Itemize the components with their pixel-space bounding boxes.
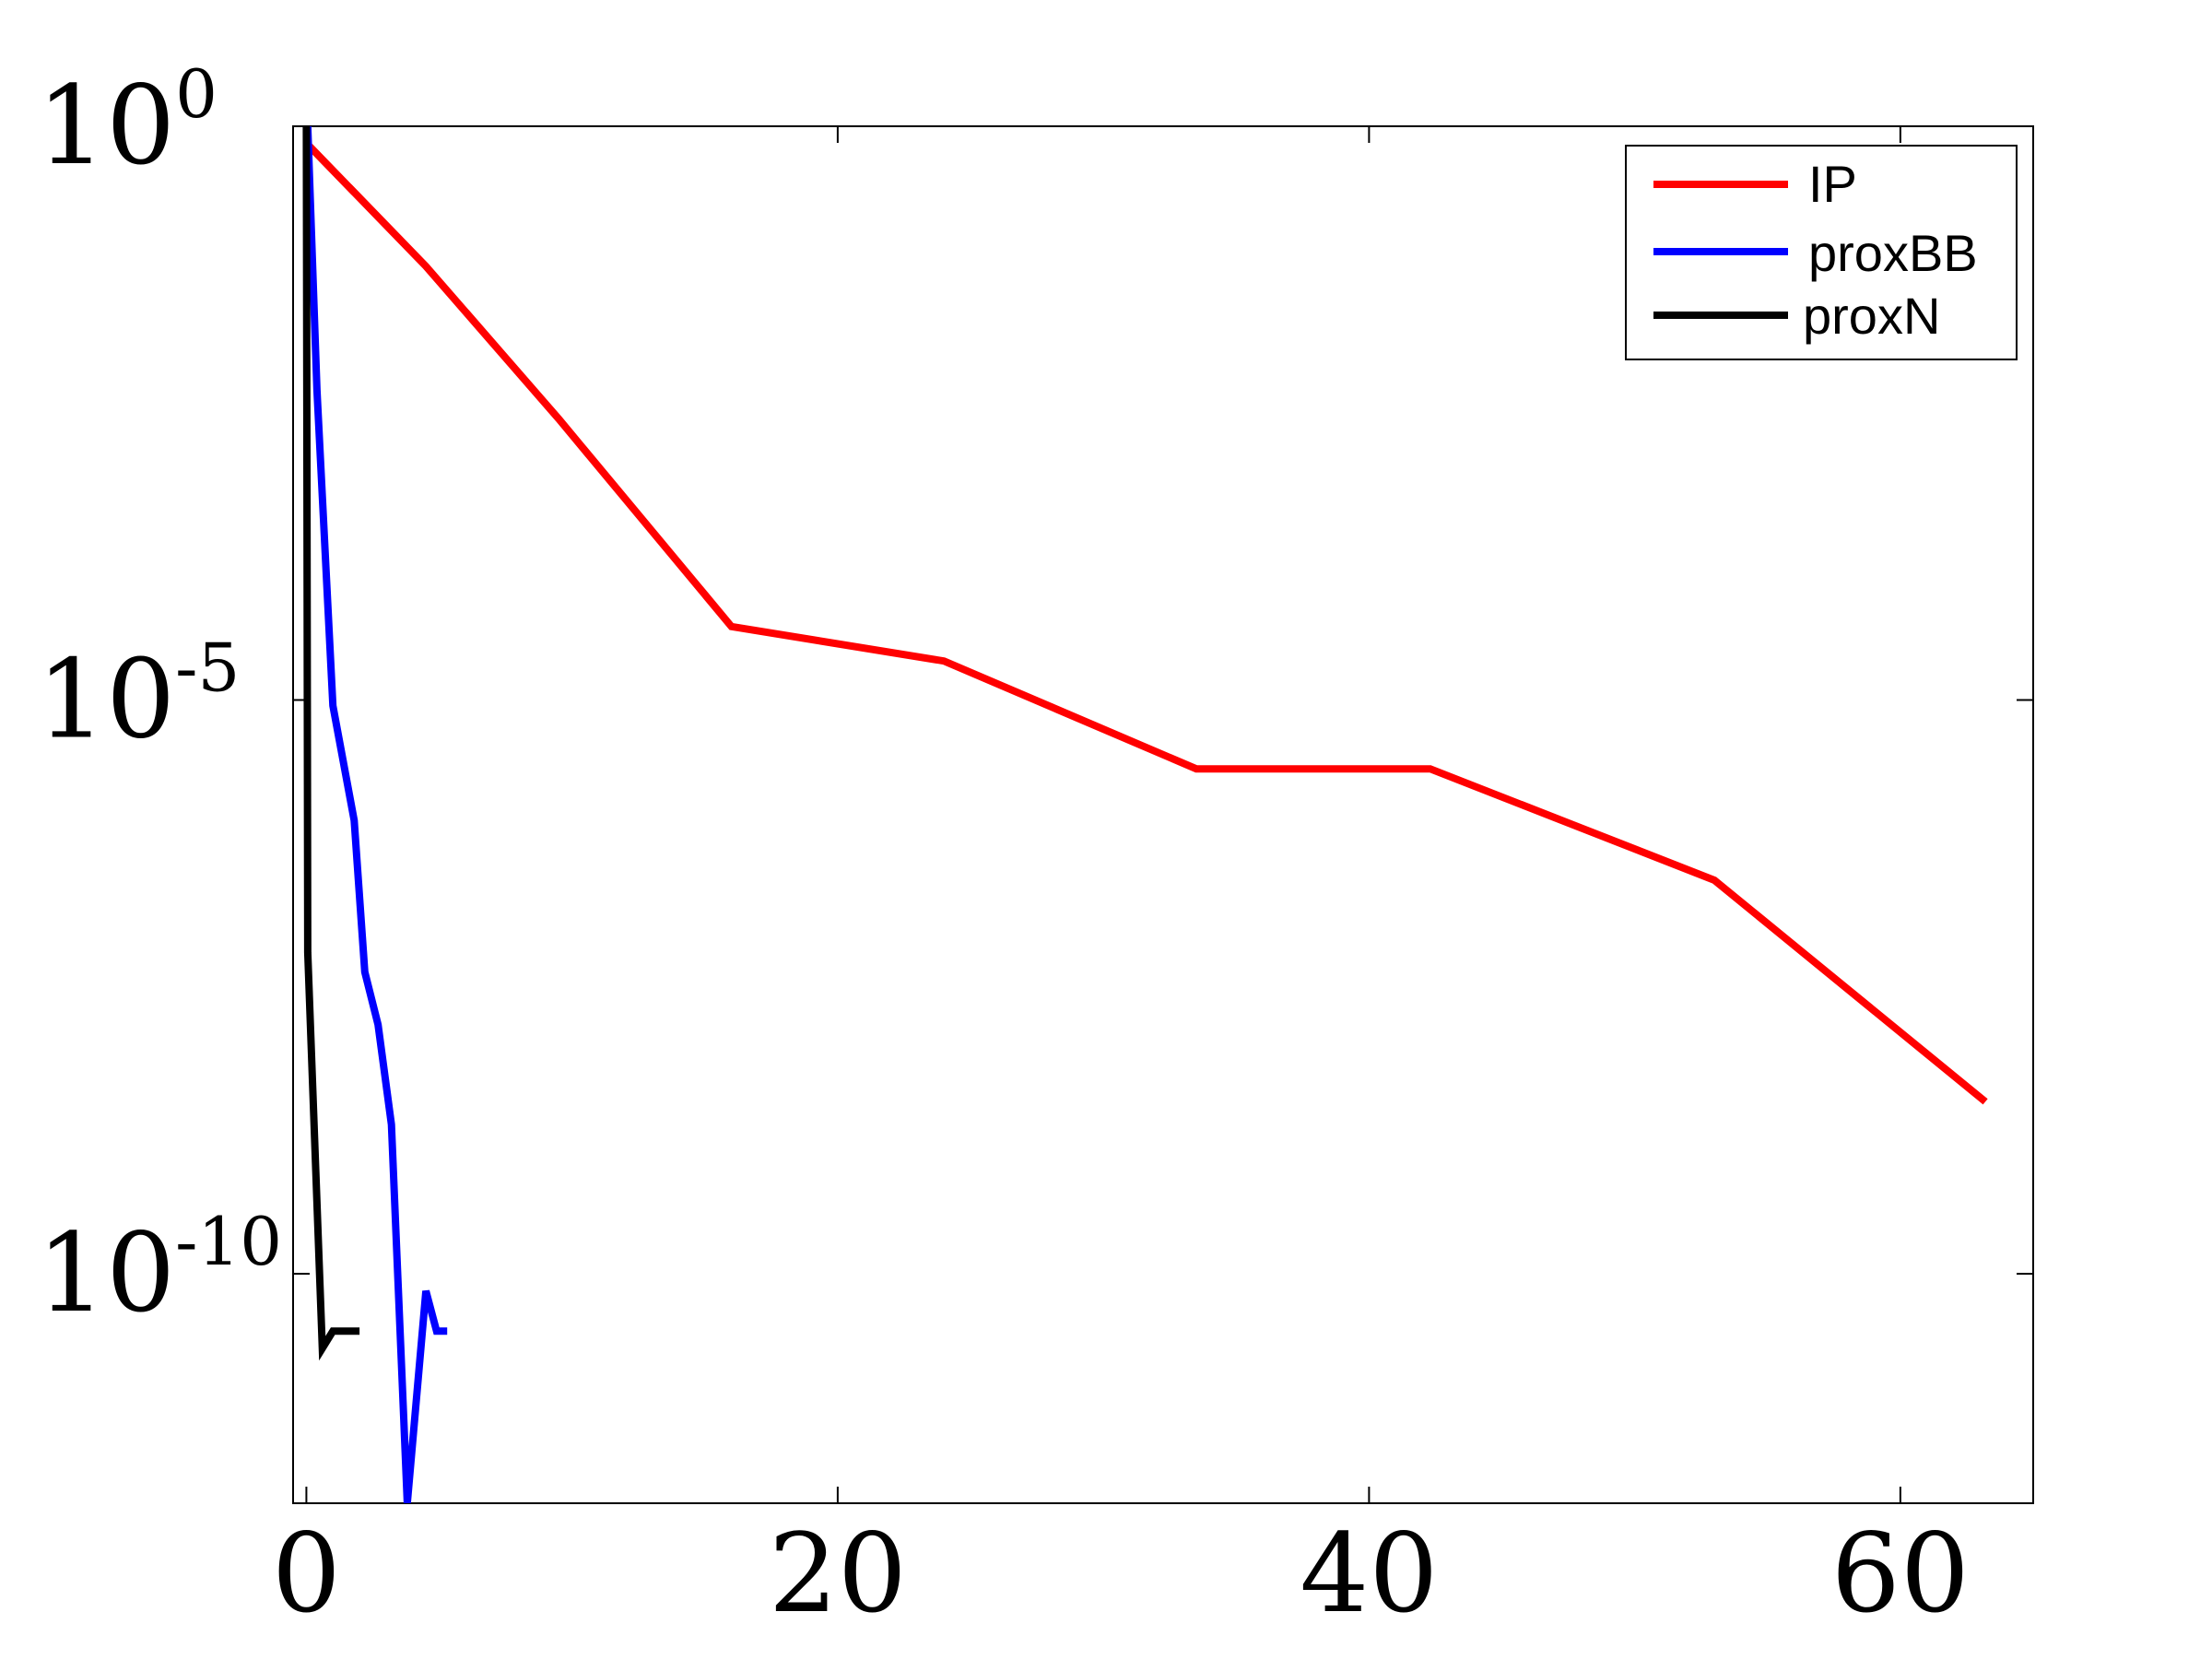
x-tick-label: 20: [769, 1510, 907, 1637]
tick-labels: 0 20 40 60 100 10-5 10-10: [37, 55, 1970, 1637]
series-line-proxbb: [303, 126, 448, 1503]
y-tick-label: 10-10: [37, 1203, 282, 1336]
legend-label-proxbb: proxBB: [1808, 224, 1978, 282]
x-tick-label: 0: [272, 1510, 341, 1637]
y-tick-label: 100: [37, 55, 218, 189]
series-line-ip: [306, 143, 1988, 1105]
plot-frame: [292, 125, 2034, 1504]
legend-label-proxn: proxN: [1803, 287, 1940, 345]
x-tick-label: 60: [1831, 1510, 1970, 1637]
x-tick-label: 40: [1300, 1510, 1438, 1637]
series-line-proxn: [302, 126, 360, 1361]
legend-label-ip: IP: [1808, 155, 1857, 213]
legend: IP proxBB proxN: [1625, 145, 2018, 360]
y-tick-label: 10-5: [37, 629, 240, 763]
series-layer: [302, 126, 1988, 1503]
